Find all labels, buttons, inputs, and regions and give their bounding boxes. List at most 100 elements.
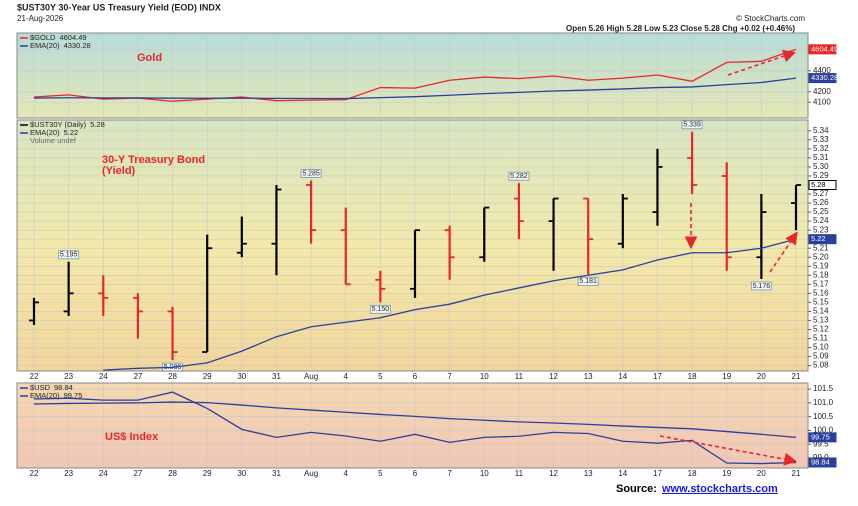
y-tick-label: 5.17 bbox=[813, 279, 829, 288]
quote: Open 5.26 High 5.28 Low 5.23 Close 5.28 … bbox=[566, 24, 795, 33]
legend-value: 5.28 bbox=[90, 120, 105, 129]
value-tag bbox=[808, 180, 837, 191]
y-tick-label: 5.30 bbox=[813, 162, 829, 171]
source-label: Source: bbox=[616, 483, 657, 495]
legend-name: $USD bbox=[30, 383, 51, 392]
pane-background bbox=[17, 120, 808, 371]
pane-background bbox=[17, 383, 808, 468]
arrow bbox=[727, 50, 797, 76]
x-tick-label: 10 bbox=[480, 372, 489, 381]
legend-entry: EMA(20) 4330.28 bbox=[30, 41, 91, 50]
panes: 4100420044004600$GOLD4604.494604.49EMA(2… bbox=[16, 32, 838, 478]
x-tick-label: 28 bbox=[168, 469, 177, 478]
legend-value: 98.84 bbox=[54, 383, 73, 392]
y-tick-label: 5.16 bbox=[813, 288, 829, 297]
pane-frame bbox=[16, 119, 809, 372]
pane-frame bbox=[16, 32, 809, 119]
pane-frame bbox=[16, 382, 809, 469]
legend-value: 99.75 bbox=[64, 391, 83, 400]
x-tick-label: Aug bbox=[304, 469, 318, 478]
legend-value: 4604.49 bbox=[59, 33, 86, 42]
y-tick-label: 5.26 bbox=[813, 198, 829, 207]
x-tick-label: 11 bbox=[515, 372, 524, 381]
value-tag-label: 5.28 bbox=[811, 180, 826, 189]
x-tick-label: 30 bbox=[237, 469, 246, 478]
legend-name: EMA(20) bbox=[30, 41, 60, 50]
y-tick-label: 5.19 bbox=[813, 261, 829, 270]
data-label-box bbox=[58, 250, 80, 260]
data-label: 5.285 bbox=[302, 170, 320, 177]
x-tick-label: 13 bbox=[584, 372, 593, 381]
legend-name: EMA(20) bbox=[30, 391, 60, 400]
x-tick-label: 24 bbox=[99, 469, 108, 478]
value-tag bbox=[808, 234, 837, 245]
y-tick-label: 5.34 bbox=[813, 126, 829, 135]
value-tag-label: 99.75 bbox=[811, 432, 830, 441]
y-tick-label: 5.23 bbox=[813, 225, 829, 234]
legend-entry: $USD 98.84 bbox=[30, 383, 73, 392]
x-tick-label: 30 bbox=[237, 372, 246, 381]
x-tick-label: 5 bbox=[378, 372, 383, 381]
x-tick-label: 13 bbox=[584, 469, 593, 478]
y-tick-label: 100.5 bbox=[813, 412, 834, 421]
x-tick-label: 29 bbox=[203, 469, 212, 478]
x-tick-label: 24 bbox=[99, 372, 108, 381]
x-tick-label: 10 bbox=[480, 469, 489, 478]
x-tick-label: 5 bbox=[378, 469, 383, 478]
data-label-box bbox=[577, 276, 599, 286]
x-tick-label: 14 bbox=[618, 372, 627, 381]
x-tick-label: 31 bbox=[272, 372, 281, 381]
y-tick-label: 5.29 bbox=[813, 171, 829, 180]
data-label-box bbox=[369, 304, 391, 314]
data-label: 5.195 bbox=[60, 252, 78, 259]
x-tick-label: 12 bbox=[549, 372, 558, 381]
date: 21-Aug-2026 bbox=[17, 14, 64, 23]
y-tick-label: 5.24 bbox=[813, 216, 829, 225]
x-tick-label: 22 bbox=[30, 469, 39, 478]
x-tick-label: 12 bbox=[549, 469, 558, 478]
annotation: US$ Index bbox=[105, 431, 159, 443]
copyright: © StockCharts.com bbox=[736, 14, 805, 23]
legend-name: EMA(20) bbox=[30, 128, 60, 137]
value-tag bbox=[808, 457, 837, 468]
y-tick-label: 5.21 bbox=[813, 243, 829, 252]
legend-note: Volume undef bbox=[30, 136, 77, 145]
source-link[interactable]: www.stockcharts.com bbox=[661, 483, 778, 495]
x-tick-label: 31 bbox=[272, 469, 281, 478]
y-tick-label: 5.10 bbox=[813, 343, 829, 352]
x-tick-label: 23 bbox=[64, 372, 73, 381]
legend-value: 4330.28 bbox=[64, 41, 91, 50]
legend-value: 5.22 bbox=[64, 128, 79, 137]
y-tick-label: 5.13 bbox=[813, 316, 829, 325]
y-tick-label: 5.11 bbox=[813, 334, 829, 343]
value-tag bbox=[808, 73, 837, 84]
y-tick-label: 5.15 bbox=[813, 297, 829, 306]
y-tick-label: 5.31 bbox=[813, 153, 829, 162]
legend-entry: $UST30Y (Daily) 5.28 bbox=[30, 120, 105, 129]
x-tick-label: 28 bbox=[168, 372, 177, 381]
line bbox=[33, 401, 797, 439]
value-tag bbox=[808, 432, 837, 443]
x-tick-label: 23 bbox=[64, 469, 73, 478]
arrows bbox=[659, 50, 798, 466]
y-tick-label: 4200 bbox=[813, 87, 831, 96]
x-tick-label: 27 bbox=[133, 372, 142, 381]
x-tick-label: 20 bbox=[757, 372, 766, 381]
y-tick-label: 5.27 bbox=[813, 189, 829, 198]
line bbox=[103, 238, 797, 371]
x-tick-label: 18 bbox=[688, 372, 697, 381]
annotation: Gold bbox=[137, 52, 162, 64]
y-tick-label: 100.0 bbox=[813, 426, 834, 435]
arrow bbox=[769, 231, 798, 273]
x-tick-label: 27 bbox=[133, 469, 142, 478]
legend-entry: EMA(20) 5.22 bbox=[30, 128, 78, 137]
data-label: 5.282 bbox=[510, 173, 528, 180]
x-tick-label: 11 bbox=[515, 469, 524, 478]
data-label: 5.150 bbox=[372, 306, 390, 313]
x-tick-label: 7 bbox=[447, 372, 452, 381]
y-tick-label: 4100 bbox=[813, 97, 831, 106]
data-label-box bbox=[750, 281, 772, 291]
x-tick-label: 29 bbox=[203, 372, 212, 381]
